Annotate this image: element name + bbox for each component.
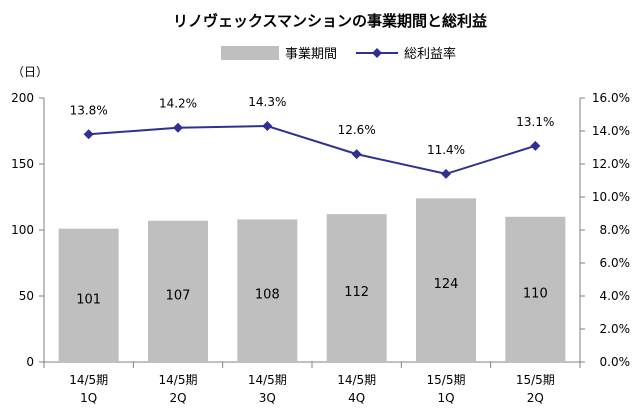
- left-tick-label: 0: [26, 355, 34, 369]
- left-tick-label: 200: [11, 91, 34, 105]
- bar: [326, 214, 387, 362]
- bar: [148, 220, 208, 362]
- left-axis-unit: （日）: [12, 65, 48, 79]
- bar-value-label: 110: [523, 286, 548, 301]
- right-tick-label: 12.0%: [592, 157, 630, 171]
- bar-value-label: 112: [344, 285, 369, 300]
- x-tick-label-line2: 2Q: [169, 391, 186, 405]
- legend-bar-swatch: [221, 46, 279, 60]
- profit-point: [83, 129, 94, 140]
- x-tick-label-line1: 15/5期: [427, 373, 466, 387]
- bar: [416, 198, 476, 362]
- profit-point-label: 13.1%: [516, 115, 554, 129]
- profit-point-label: 13.8%: [70, 103, 108, 117]
- bar-value-label: 101: [76, 292, 101, 307]
- right-tick-label: 8.0%: [600, 223, 631, 237]
- legend-bar-label: 事業期間: [285, 46, 337, 62]
- bar: [237, 219, 298, 362]
- axes: 0 50 100 150 200 0.0% 2.0% 4.0% 6.0% 8.0% 10.0% 12.…: [11, 91, 630, 405]
- x-tick-label-line2: 1Q: [80, 391, 97, 405]
- bar-value-label: 107: [166, 288, 191, 303]
- x-tick-label-line2: 3Q: [259, 391, 276, 405]
- x-tick-label-line1: 14/5期: [69, 373, 108, 387]
- bar-value-label: 108: [255, 288, 280, 303]
- right-tick-label: 4.0%: [600, 289, 631, 303]
- x-tick-label-line2: 1Q: [437, 391, 454, 405]
- x-tick-label-line1: 14/5期: [337, 373, 376, 387]
- profit-point: [351, 149, 362, 160]
- x-tick-label-line1: 15/5期: [516, 373, 555, 387]
- right-tick-label: 16.0%: [592, 91, 630, 105]
- profit-polyline: [88, 125, 536, 175]
- right-tick-label: 6.0%: [600, 256, 631, 270]
- x-tick-label-line2: 4Q: [348, 391, 365, 405]
- right-tick-label: 10.0%: [592, 190, 630, 204]
- legend-line-marker: [372, 48, 382, 58]
- right-tick-label: 0.0%: [600, 355, 631, 369]
- right-tick-label: 14.0%: [592, 124, 630, 138]
- profit-line: 13.8% 14.2% 14.3% 12.6% 11.4% 13.1%: [70, 95, 554, 179]
- bars: 101 107 108 112 124 110: [58, 198, 566, 362]
- bar: [58, 228, 119, 362]
- left-tick-label: 50: [19, 289, 34, 303]
- profit-point: [173, 122, 183, 133]
- bar: [505, 216, 566, 362]
- legend-line-label: 総利益率: [404, 46, 456, 62]
- right-tick-label: 2.0%: [600, 322, 631, 336]
- profit-point-label: 11.4%: [427, 143, 465, 157]
- x-tick-label-line1: 14/5期: [159, 373, 198, 387]
- left-tick-label: 100: [11, 223, 34, 237]
- bar-value-label: 124: [434, 277, 459, 292]
- x-tick-label-line2: 2Q: [527, 391, 544, 405]
- profit-point-label: 14.3%: [248, 95, 286, 109]
- profit-point: [441, 168, 451, 179]
- chart-title: リノヴェックスマンションの事業期間と総利益: [173, 12, 487, 30]
- legend: 事業期間 総利益率: [221, 46, 456, 62]
- profit-point-label: 12.6%: [338, 123, 376, 137]
- x-tick-label-line1: 14/5期: [248, 373, 287, 387]
- profit-point: [530, 140, 541, 151]
- left-tick-label: 150: [11, 157, 34, 171]
- profit-point-label: 14.2%: [159, 97, 197, 111]
- profit-point: [262, 121, 273, 132]
